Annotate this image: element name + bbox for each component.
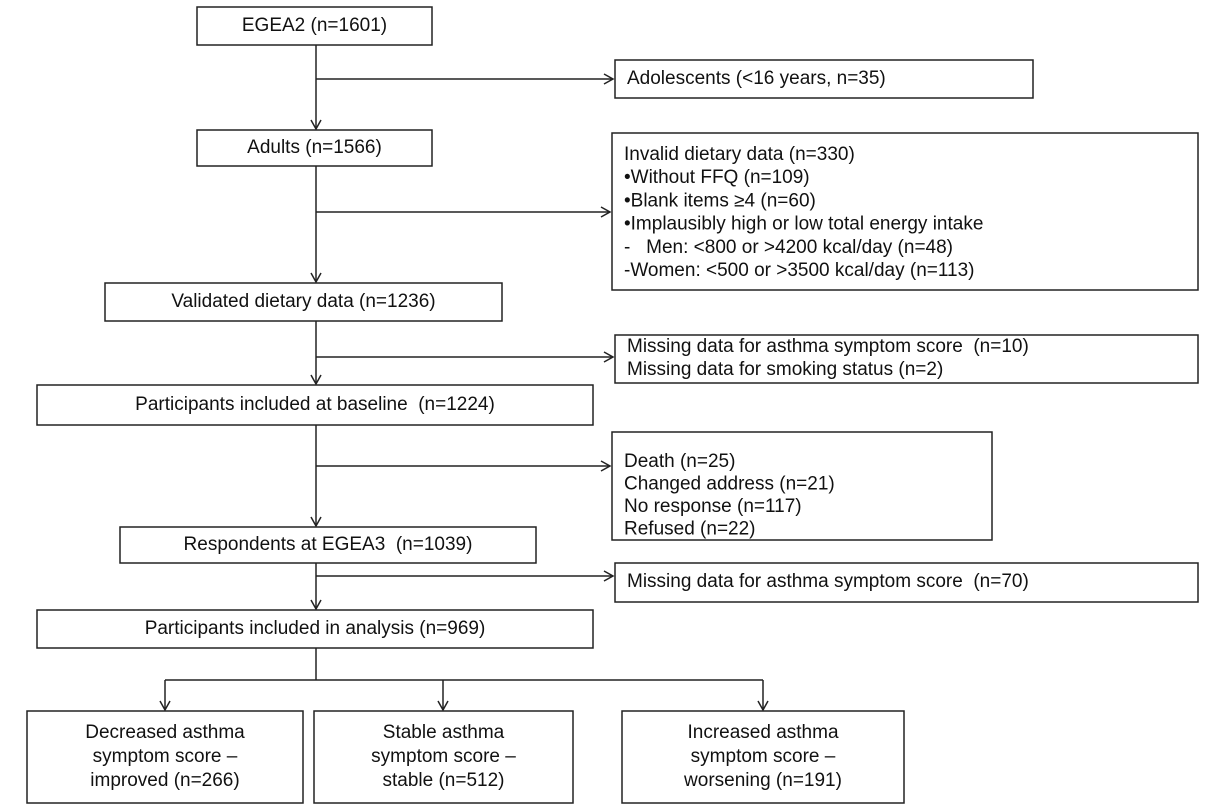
- node-text: •Blank items ≥4 (n=60): [624, 190, 816, 211]
- node-box: [313, 710, 574, 804]
- node-text: Death (n=25): [624, 451, 735, 472]
- node-text: symptom score –: [691, 746, 836, 767]
- node-text: symptom score –: [93, 746, 238, 767]
- node-text: worsening (n=191): [683, 770, 842, 791]
- node-text: improved (n=266): [90, 770, 239, 791]
- node-box: [614, 59, 1034, 99]
- node-text: Changed address (n=21): [624, 474, 835, 495]
- node-text: Missing data for smoking status (n=2): [627, 359, 943, 380]
- node-text: Missing data for asthma symptom score (n…: [627, 571, 1029, 592]
- node-text: Decreased asthma: [85, 722, 245, 743]
- node-text: EGEA2 (n=1601): [242, 15, 387, 36]
- node-text: Invalid dietary data (n=330): [624, 144, 855, 165]
- node-text: symptom score –: [371, 746, 516, 767]
- node-text: •Without FFQ (n=109): [624, 167, 810, 188]
- node-text: •Implausibly high or low total energy in…: [624, 214, 983, 235]
- node-text: Participants included in analysis (n=969…: [145, 618, 486, 639]
- node-box: [611, 132, 1199, 291]
- node-text: Adolescents (<16 years, n=35): [627, 68, 886, 89]
- node-text: Increased asthma: [687, 722, 838, 743]
- node-box: [119, 526, 537, 564]
- node-text: - Men: <800 or >4200 kcal/day (n=48): [624, 237, 953, 258]
- node-text: Validated dietary data (n=1236): [171, 291, 435, 312]
- node-box: [104, 282, 503, 322]
- node-box: [196, 6, 433, 46]
- node-text: -Women: <500 or >3500 kcal/day (n=113): [624, 260, 974, 281]
- connectors: [159, 45, 769, 712]
- node-text: Respondents at EGEA3 (n=1039): [184, 534, 473, 555]
- node-text: Participants included at baseline (n=122…: [135, 394, 495, 415]
- node-text: stable (n=512): [383, 770, 505, 791]
- node-text: Missing data for asthma symptom score (n…: [627, 336, 1029, 357]
- node-box: [614, 334, 1199, 384]
- node-text: No response (n=117): [624, 496, 802, 517]
- node-box: [36, 384, 594, 426]
- node-box: [621, 710, 905, 804]
- node-box: [26, 710, 304, 804]
- node-box: [614, 562, 1199, 603]
- node-text: Refused (n=22): [624, 519, 756, 540]
- node-box: [36, 609, 594, 649]
- node-box: [611, 431, 993, 541]
- node-box: [196, 129, 433, 167]
- node-text: Stable asthma: [383, 722, 505, 743]
- node-text: Adults (n=1566): [247, 137, 382, 158]
